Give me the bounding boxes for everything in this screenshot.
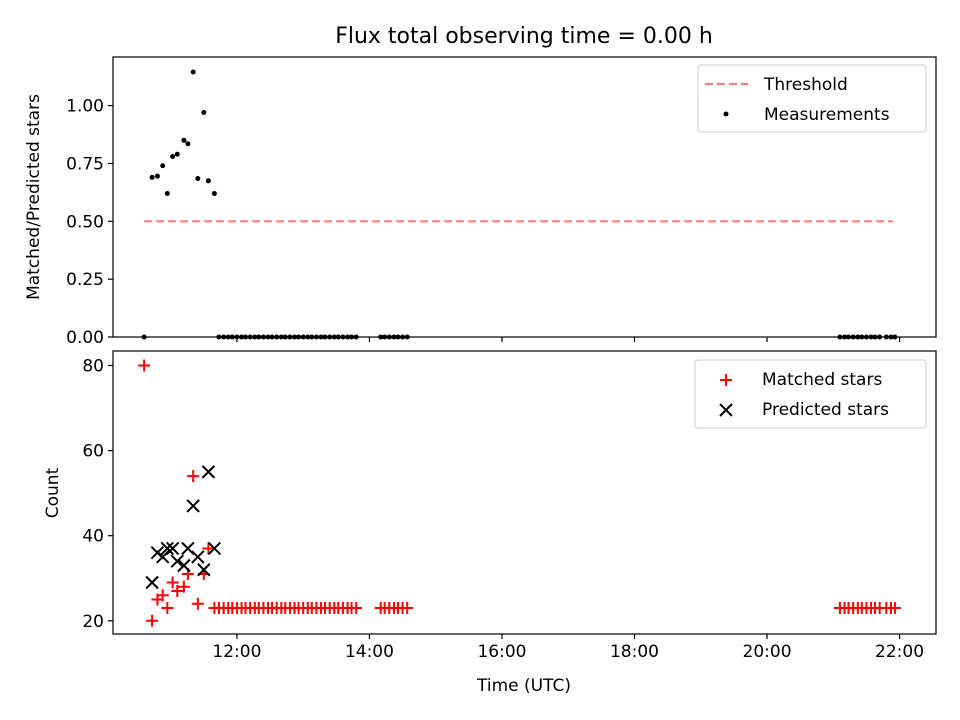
bottom-ytick-label: 20: [82, 612, 104, 632]
legend-predicted-label: Predicted stars: [762, 400, 889, 420]
measurements-point: [160, 163, 166, 169]
predicted-stars-point: [201, 465, 216, 479]
matched-stars-point: [166, 576, 179, 589]
top-ytick-label: 0.75: [66, 154, 104, 174]
chart-bottom: 20 40 60 80 12:00 14:00 16:00 18:00 20:00 22:00 C…: [43, 350, 937, 696]
legend-measurements-swatch: [723, 111, 729, 117]
legend-matched-swatch: [720, 374, 732, 386]
bottom-xtick-label: 22:00: [875, 642, 924, 662]
bottom-axes-frame: [112, 350, 937, 635]
bottom-xtick-label: 16:00: [477, 642, 526, 662]
top-ytick-label: 0.25: [66, 270, 104, 290]
matched-stars-point: [202, 542, 215, 555]
measurements-point: [174, 151, 180, 157]
matched-stars-point: [187, 470, 200, 483]
bottom-ytick-label: 80: [82, 356, 104, 376]
predicted-stars-point: [191, 550, 205, 564]
top-ytick-label: 1.00: [66, 97, 104, 117]
predicted-stars-point: [181, 541, 195, 556]
top-ylabel: Matched/Predicted stars: [24, 94, 44, 300]
bottom-legend: Matched stars Predicted stars: [694, 359, 927, 429]
top-ytick-label: 0.00: [66, 328, 104, 348]
top-axes-frame: [112, 56, 937, 338]
chart-top: Flux total observing time = 0.00 h 0.000…: [24, 24, 937, 348]
matched-stars-point: [146, 614, 159, 627]
legend-threshold-label: Threshold: [763, 75, 848, 95]
matched-stars-point: [401, 602, 414, 615]
measurements-point: [164, 191, 170, 197]
bottom-xtick-label: 18:00: [610, 642, 659, 662]
predicted-stars-point: [177, 558, 191, 573]
measurements-point: [205, 178, 211, 184]
predicted-stars-point: [160, 541, 175, 556]
measurements-point: [211, 191, 217, 197]
legend-predicted-swatch: [719, 403, 733, 417]
predicted-stars-point: [207, 541, 222, 556]
bottom-xtick-label: 20:00: [743, 642, 792, 662]
measurements-point: [185, 141, 191, 147]
top-legend-box: [697, 64, 927, 133]
matched-stars-point: [888, 602, 901, 615]
bottom-xlabel: Time (UTC): [476, 676, 571, 696]
matched-stars-point: [138, 359, 151, 372]
predicted-stars-point: [165, 541, 180, 556]
measurements-point: [190, 69, 196, 75]
measurements-point: [201, 110, 207, 116]
predicted-stars-point: [170, 554, 184, 568]
measurements-point: [195, 175, 201, 181]
legend-measurements-label: Measurements: [764, 105, 890, 125]
bottom-xtick-label: 14:00: [345, 642, 394, 662]
measurements-point: [149, 174, 155, 180]
measurements-point: [154, 173, 160, 179]
predicted-stars-point: [186, 499, 200, 513]
measurements-point: [170, 154, 176, 160]
predicted-stars-point: [155, 550, 170, 564]
bottom-grid-layer: 20 40 60 80 12:00 14:00 16:00 18:00 20:00 22:00: [82, 356, 924, 662]
matched-stars-point: [350, 602, 363, 615]
bottom-ytick-label: 40: [82, 527, 104, 547]
matched-stars-point: [156, 589, 169, 602]
legend-matched-label: Matched stars: [762, 370, 882, 390]
matched-stars-point: [191, 597, 204, 610]
chart-title: Flux total observing time = 0.00 h: [335, 24, 713, 49]
matched-stars-point: [177, 580, 190, 593]
bottom-ytick-label: 60: [82, 442, 104, 462]
top-legend: Threshold Measurements: [697, 64, 927, 133]
predicted-stars-point: [197, 563, 211, 577]
measurements-point: [181, 137, 187, 143]
top-grid-layer: 0.00 0.25 0.50 0.75 1.00: [66, 69, 901, 348]
bottom-xtick-label: 12:00: [212, 642, 261, 662]
predicted-stars-point: [145, 575, 159, 590]
matched-stars-point: [171, 585, 184, 598]
bottom-legend-box: [694, 359, 927, 429]
top-ytick-label: 0.50: [66, 212, 104, 232]
matched-stars-point: [161, 602, 174, 615]
bottom-ylabel: Count: [43, 467, 63, 518]
